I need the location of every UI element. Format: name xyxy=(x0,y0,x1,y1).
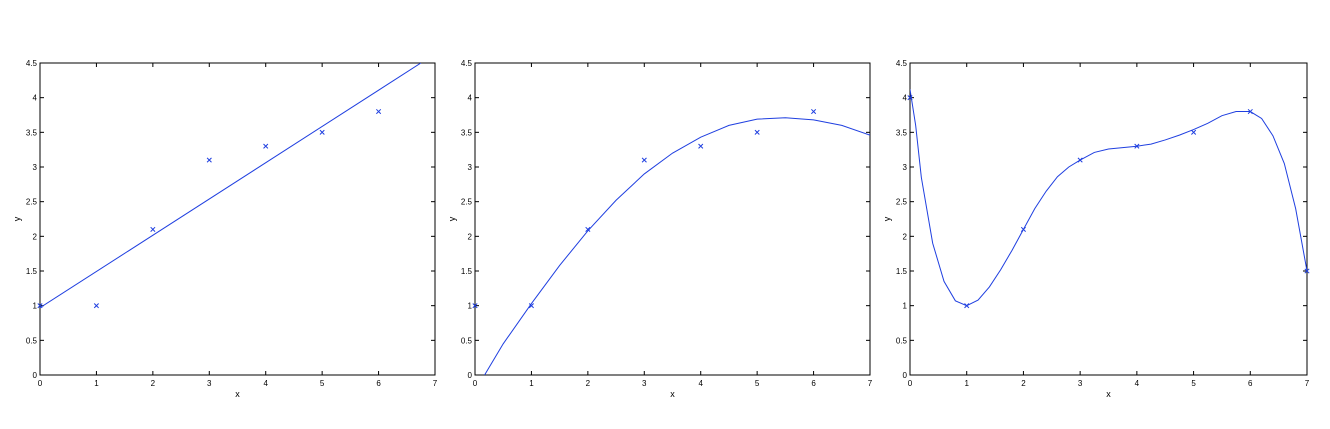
data-point-marker xyxy=(1191,129,1197,135)
y-tick-label: 0 xyxy=(903,371,908,380)
y-tick-label: 3 xyxy=(468,163,473,172)
x-tick-label: 3 xyxy=(1078,379,1083,388)
y-tick-label: 3 xyxy=(33,163,38,172)
y-axis-label: y xyxy=(882,216,892,221)
x-tick-label: 3 xyxy=(207,379,212,388)
y-tick-label: 2 xyxy=(33,232,38,241)
y-axis-label: y xyxy=(12,216,22,221)
y-tick-label: 3.5 xyxy=(896,128,908,137)
x-tick-label: 2 xyxy=(586,379,591,388)
plot-frame xyxy=(39,62,436,376)
data-point-marker xyxy=(528,303,534,309)
x-tick-label: 3 xyxy=(642,379,647,388)
fit-curve xyxy=(484,117,870,375)
y-tick-label: 4 xyxy=(903,94,908,103)
data-point-marker xyxy=(263,143,269,149)
y-tick-label: 0.5 xyxy=(26,336,38,345)
data-point-marker xyxy=(585,226,591,232)
y-tick-label: 4.5 xyxy=(461,59,473,68)
y-tick-label: 0 xyxy=(33,371,38,380)
x-tick-label: 7 xyxy=(1305,379,1310,388)
y-tick-label: 4.5 xyxy=(26,59,38,68)
y-tick-label: 0 xyxy=(468,371,473,380)
y-tick-label: 2.5 xyxy=(26,198,38,207)
fit-curve xyxy=(910,89,1307,307)
y-tick-label: 3.5 xyxy=(461,128,473,137)
x-axis-label: x xyxy=(670,389,675,399)
data-point-marker xyxy=(472,303,478,309)
y-tick-label: 4 xyxy=(468,94,473,103)
y-tick-label: 2.5 xyxy=(461,198,473,207)
data-point-marker xyxy=(150,226,156,232)
y-tick-label: 1 xyxy=(33,302,38,311)
y-tick-label: 4.5 xyxy=(896,59,908,68)
x-tick-label: 1 xyxy=(94,379,99,388)
y-tick-label: 3 xyxy=(903,163,908,172)
x-tick-label: 6 xyxy=(376,379,381,388)
x-tick-label: 5 xyxy=(1191,379,1196,388)
x-tick-label: 5 xyxy=(320,379,325,388)
data-point-marker xyxy=(93,303,99,309)
x-tick-label: 0 xyxy=(473,379,478,388)
y-axis-label: y xyxy=(447,216,457,221)
fit-curve xyxy=(40,63,422,309)
y-tick-label: 1.5 xyxy=(896,267,908,276)
x-tick-label: 4 xyxy=(263,379,268,388)
chart-panel-3: 0 1 2 3 4 5 6 7 0 0.5 1 1.5 2 2.5 3 3.5 4 4.5 x y xyxy=(882,59,1310,399)
plot-frame xyxy=(909,62,1308,376)
data-point-marker xyxy=(698,143,704,149)
x-axis-label: x xyxy=(1106,389,1111,399)
plot-frame xyxy=(474,62,871,376)
x-tick-label: 4 xyxy=(698,379,703,388)
x-tick-label: 6 xyxy=(811,379,816,388)
y-tick-label: 0.5 xyxy=(896,336,908,345)
x-axis-label: x xyxy=(235,389,240,399)
y-tick-label: 0.5 xyxy=(461,336,473,345)
x-tick-label: 2 xyxy=(1021,379,1026,388)
y-tick-label: 2 xyxy=(903,232,908,241)
x-tick-label: 6 xyxy=(1248,379,1253,388)
data-point-marker xyxy=(754,129,760,135)
chart-panel-1: 0 1 2 3 4 5 6 7 0 0.5 1 1.5 2 2.5 3 3.5 4 4.5 x y xyxy=(12,59,438,399)
y-tick-label: 1.5 xyxy=(461,267,473,276)
data-point-marker xyxy=(811,108,817,115)
x-tick-label: 7 xyxy=(433,379,438,388)
data-point-marker xyxy=(376,108,382,115)
x-tick-label: 4 xyxy=(1135,379,1140,388)
x-tick-label: 5 xyxy=(755,379,760,388)
y-tick-label: 2 xyxy=(468,232,473,241)
data-point-marker xyxy=(641,157,647,163)
x-tick-label: 1 xyxy=(529,379,534,388)
x-tick-label: 2 xyxy=(151,379,156,388)
x-tick-label: 0 xyxy=(908,379,913,388)
data-point-marker xyxy=(319,129,325,135)
chart-panel-2: 0 1 2 3 4 5 6 7 0 0.5 1 1.5 2 2.5 3 3.5 4 4.5 x y xyxy=(447,59,873,399)
x-tick-label: 0 xyxy=(38,379,43,388)
y-tick-label: 1 xyxy=(903,302,908,311)
x-tick-label: 1 xyxy=(964,379,969,388)
y-tick-label: 2.5 xyxy=(896,198,908,207)
y-tick-label: 1.5 xyxy=(26,267,38,276)
y-tick-label: 4 xyxy=(33,94,38,103)
y-tick-label: 3.5 xyxy=(26,128,38,137)
y-tick-label: 1 xyxy=(468,302,473,311)
data-point-marker xyxy=(206,157,212,163)
x-tick-label: 7 xyxy=(868,379,873,388)
